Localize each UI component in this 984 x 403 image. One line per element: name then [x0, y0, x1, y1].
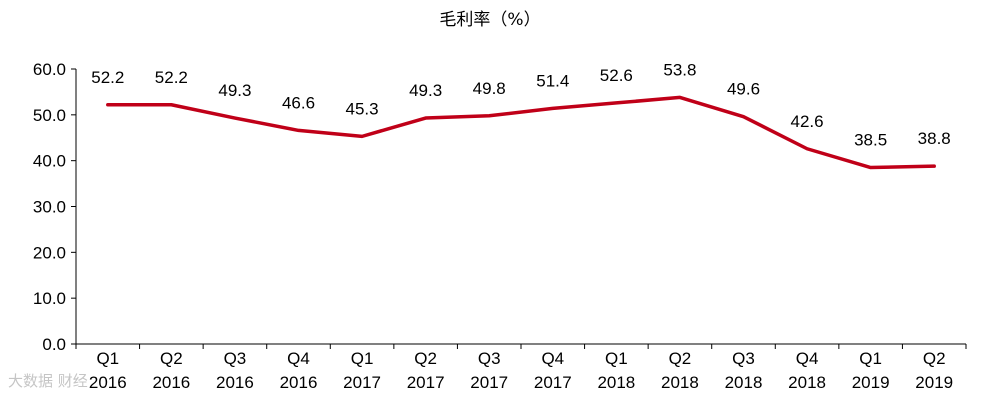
data-label: 49.3: [409, 81, 442, 100]
data-label: 45.3: [346, 99, 379, 118]
y-ticks: 0.0 10.0 20.0 30.0 40.0 50.0 60.0: [33, 60, 76, 354]
x-category-year: 2016: [280, 373, 318, 392]
y-tick-label: 40.0: [33, 152, 66, 171]
y-tick-label: 50.0: [33, 106, 66, 125]
y-tick-label: 20.0: [33, 243, 66, 262]
data-label: 42.6: [791, 112, 824, 131]
x-category-quarter: Q1: [605, 349, 628, 368]
data-label: 38.8: [918, 129, 951, 148]
data-label: 52.6: [600, 66, 633, 85]
x-category-quarter: Q1: [859, 349, 882, 368]
data-label: 49.8: [473, 79, 506, 98]
x-category-year: 2017: [343, 373, 381, 392]
x-category-year: 2017: [470, 373, 508, 392]
data-label: 49.6: [727, 80, 760, 99]
watermark: 大数据 财经: [8, 372, 88, 390]
x-category-year: 2016: [216, 373, 254, 392]
x-category-quarter: Q3: [478, 349, 501, 368]
x-category-quarter: Q2: [160, 349, 183, 368]
data-label: 53.8: [663, 60, 696, 79]
x-category-quarter: Q2: [414, 349, 437, 368]
gross-margin-line: [106, 95, 936, 170]
data-label: 49.3: [218, 81, 251, 100]
x-category-quarter: Q3: [224, 349, 247, 368]
data-label: 51.4: [536, 71, 569, 90]
y-tick-label: 60.0: [33, 60, 66, 79]
x-category-quarter: Q1: [96, 349, 119, 368]
x-category-year: 2018: [725, 373, 763, 392]
x-category-year: 2018: [597, 373, 635, 392]
y-tick-label: 10.0: [33, 289, 66, 308]
x-category-quarter: Q2: [923, 349, 946, 368]
x-category-quarter: Q2: [669, 349, 692, 368]
chart-title: 毛利率（%）: [439, 10, 540, 30]
x-category-year: 2019: [915, 373, 953, 392]
x-category-year: 2016: [89, 373, 127, 392]
data-label: 38.5: [854, 131, 887, 150]
data-label: 46.6: [282, 93, 315, 112]
y-tick-label: 0.0: [42, 335, 66, 354]
x-category-year: 2016: [152, 373, 190, 392]
x-category-year: 2017: [407, 373, 445, 392]
data-labels: 52.2 52.2 49.3 46.6 45.3 49.3 49.8 51.4 52.6 53.8…: [91, 60, 951, 149]
x-category-quarter: Q4: [541, 349, 564, 368]
data-label: 52.2: [155, 68, 188, 87]
x-category-year: 2019: [852, 373, 890, 392]
x-category-year: 2017: [534, 373, 572, 392]
x-category-quarter: Q4: [287, 349, 310, 368]
x-category-year: 2018: [788, 373, 826, 392]
y-tick-label: 30.0: [33, 198, 66, 217]
data-label: 52.2: [91, 68, 124, 87]
x-category-year: 2018: [661, 373, 699, 392]
x-ticks: [75, 344, 967, 349]
category-labels: Q1 2016 Q2 2016 Q3 2016 Q4 2016 Q1 2017 Q2 2017 Q3 20…: [89, 349, 953, 392]
x-category-quarter: Q4: [796, 349, 819, 368]
x-category-quarter: Q3: [732, 349, 755, 368]
x-category-quarter: Q1: [351, 349, 374, 368]
